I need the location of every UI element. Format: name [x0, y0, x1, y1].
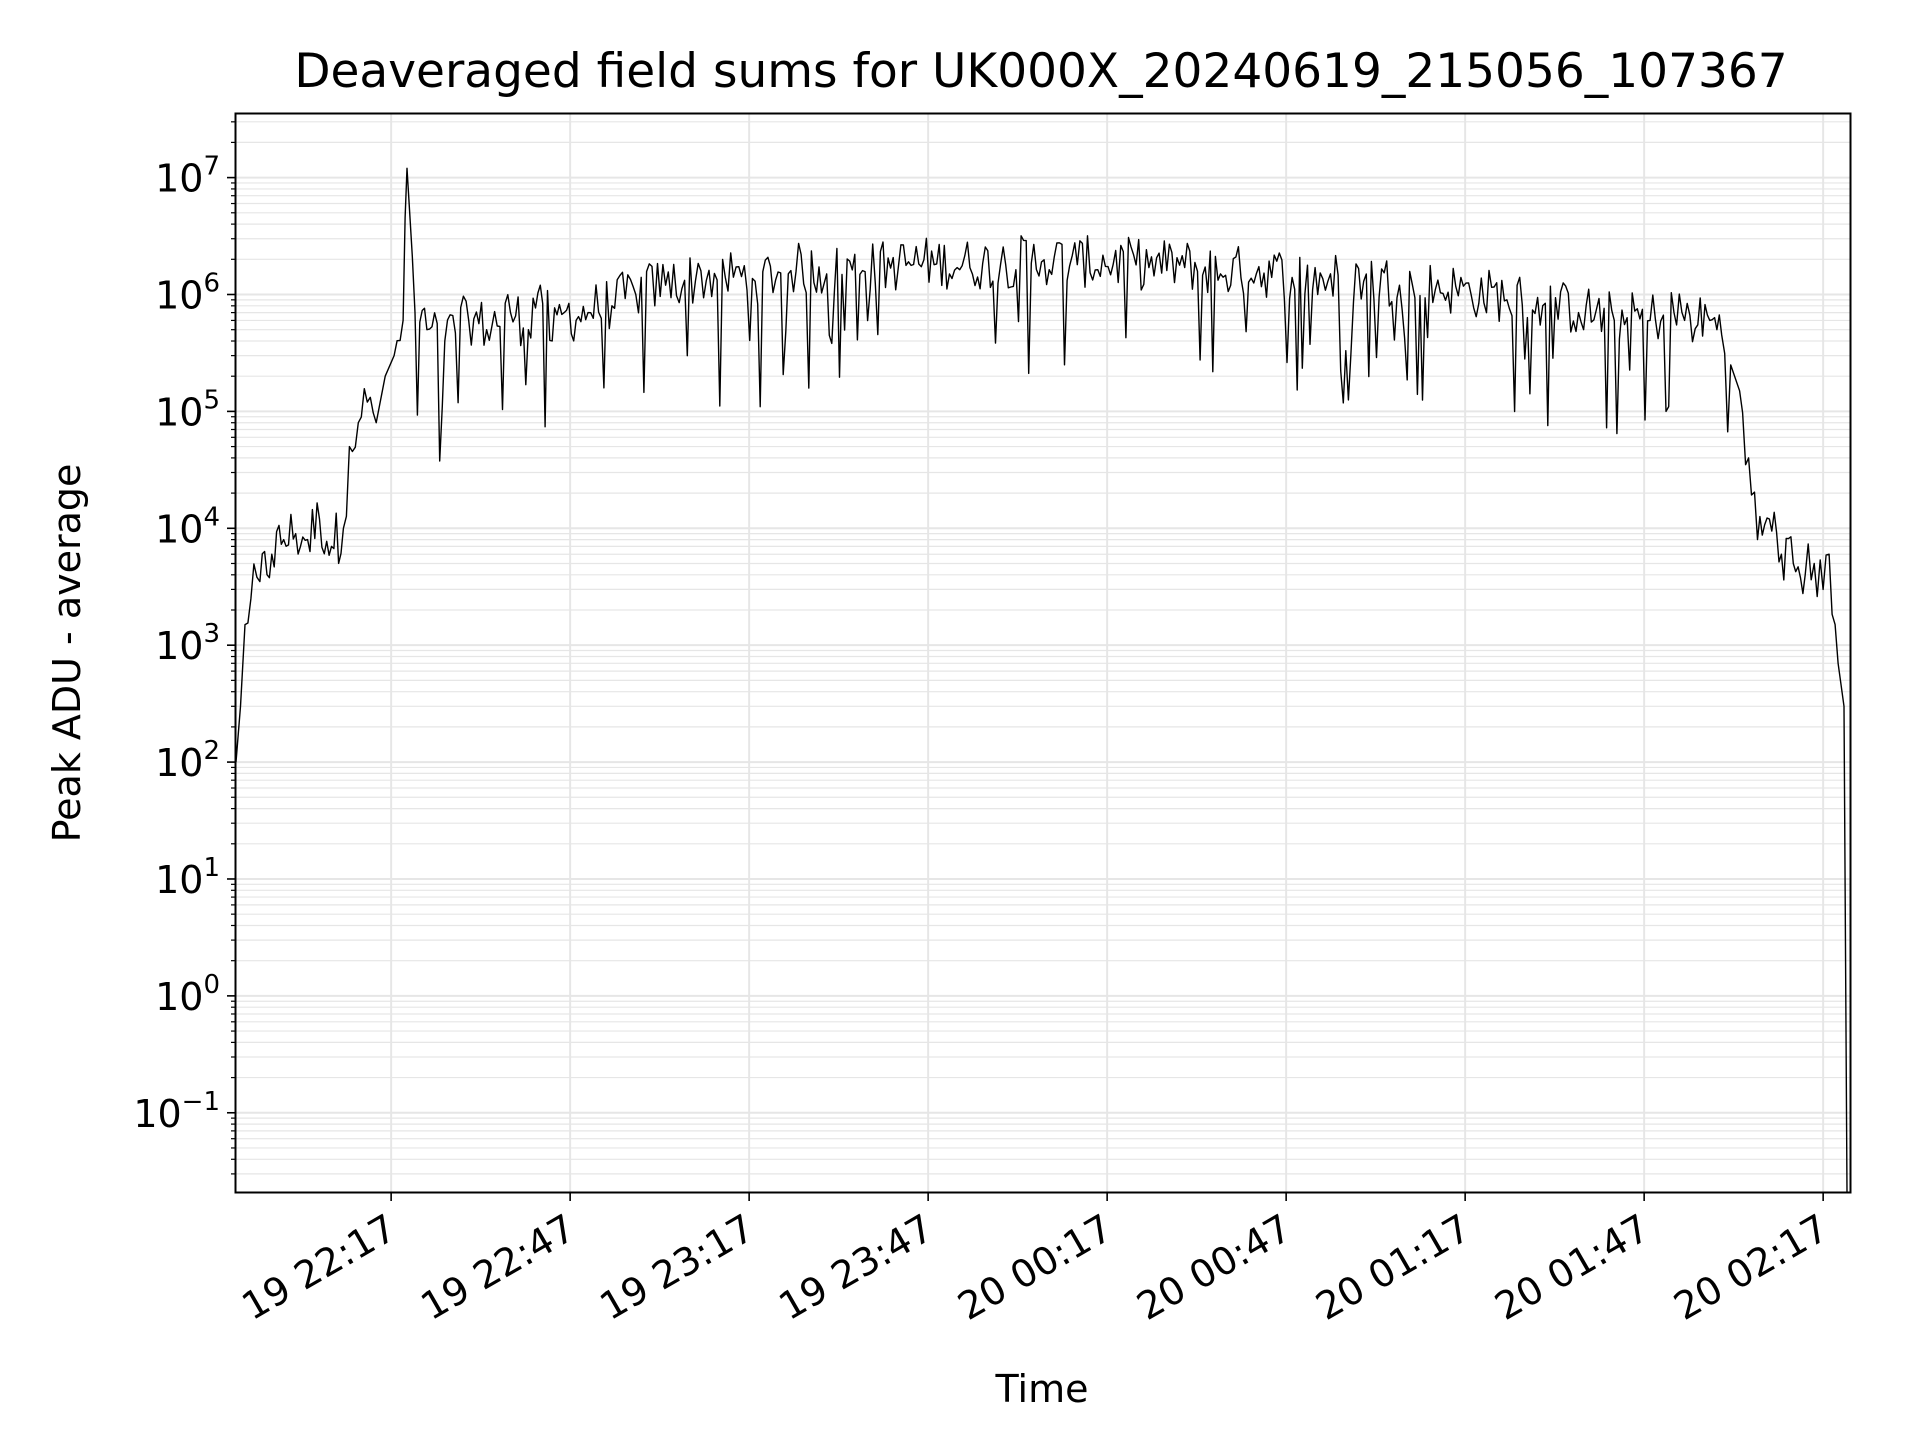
grid-lines: [236, 114, 1850, 1192]
y-tick-label: 102: [155, 736, 220, 785]
x-tick-label: 20 02:17: [1666, 1206, 1835, 1329]
y-tick-label: 10−1: [133, 1087, 220, 1136]
plot-frame: [234, 112, 1852, 1194]
chart-title: Deaveraged field sums for UK000X_2024061…: [294, 44, 1787, 99]
series-line: [235, 167, 1848, 1193]
x-tick-label: 20 00:47: [1129, 1206, 1298, 1329]
y-tick-label: 101: [155, 853, 220, 902]
y-tick-label: 100: [155, 970, 220, 1019]
y-tick-label: 105: [155, 385, 220, 434]
x-tick-label: 20 01:47: [1487, 1206, 1656, 1329]
x-tick-label: 20 00:17: [950, 1206, 1119, 1329]
x-tick-label: 20 01:17: [1308, 1206, 1477, 1329]
y-axis-label: Peak ADU - average: [45, 464, 89, 843]
y-tick-label: 106: [155, 268, 220, 317]
x-tick-label: 19 22:47: [413, 1206, 582, 1329]
y-tick-label: 103: [155, 619, 220, 668]
y-tick-label: 107: [155, 152, 220, 201]
x-tick-label: 19 22:17: [234, 1206, 403, 1329]
x-tick-label: 19 23:17: [592, 1206, 761, 1329]
x-axis-label: Time: [995, 1367, 1089, 1411]
y-tick-label: 104: [155, 502, 220, 551]
x-tick-label: 19 23:47: [771, 1206, 940, 1329]
